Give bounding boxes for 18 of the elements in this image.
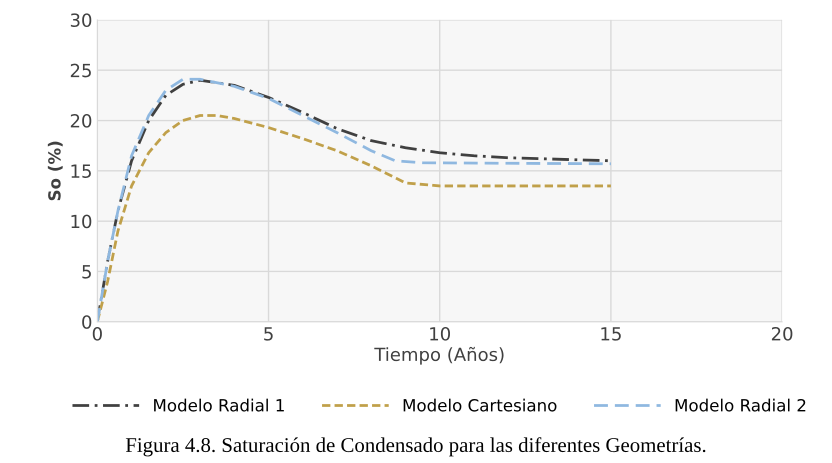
y-tick-label: 25 [70, 64, 91, 78]
legend-label: Modelo Cartesiano [404, 398, 556, 412]
y-tick-label: 5 [82, 265, 91, 279]
y-tick-label: 15 [71, 164, 91, 178]
y-tick-label: 10 [71, 214, 92, 228]
x-tick-label: 0 [92, 326, 102, 341]
y-tick-label: 0 [82, 315, 92, 329]
x-tick-label: 10 [430, 326, 450, 341]
text: Figura 4.8. Saturación de Condensado para las diferentes Geometrías. [126, 437, 706, 456]
x-tick-label: 5 [264, 327, 273, 341]
y-axis-title: So (%) [48, 142, 63, 200]
x-tick-label: 15 [601, 327, 621, 341]
legend-label: Modelo Radial 2 [676, 398, 806, 412]
x-axis-title: Tiempo (Años) [374, 346, 504, 365]
y-tick-label: 20 [70, 114, 92, 128]
legend-label: Modelo Radial 1 [154, 398, 284, 412]
x-tick-label: 20 [772, 326, 792, 341]
y-tick-label: 30 [70, 13, 92, 28]
